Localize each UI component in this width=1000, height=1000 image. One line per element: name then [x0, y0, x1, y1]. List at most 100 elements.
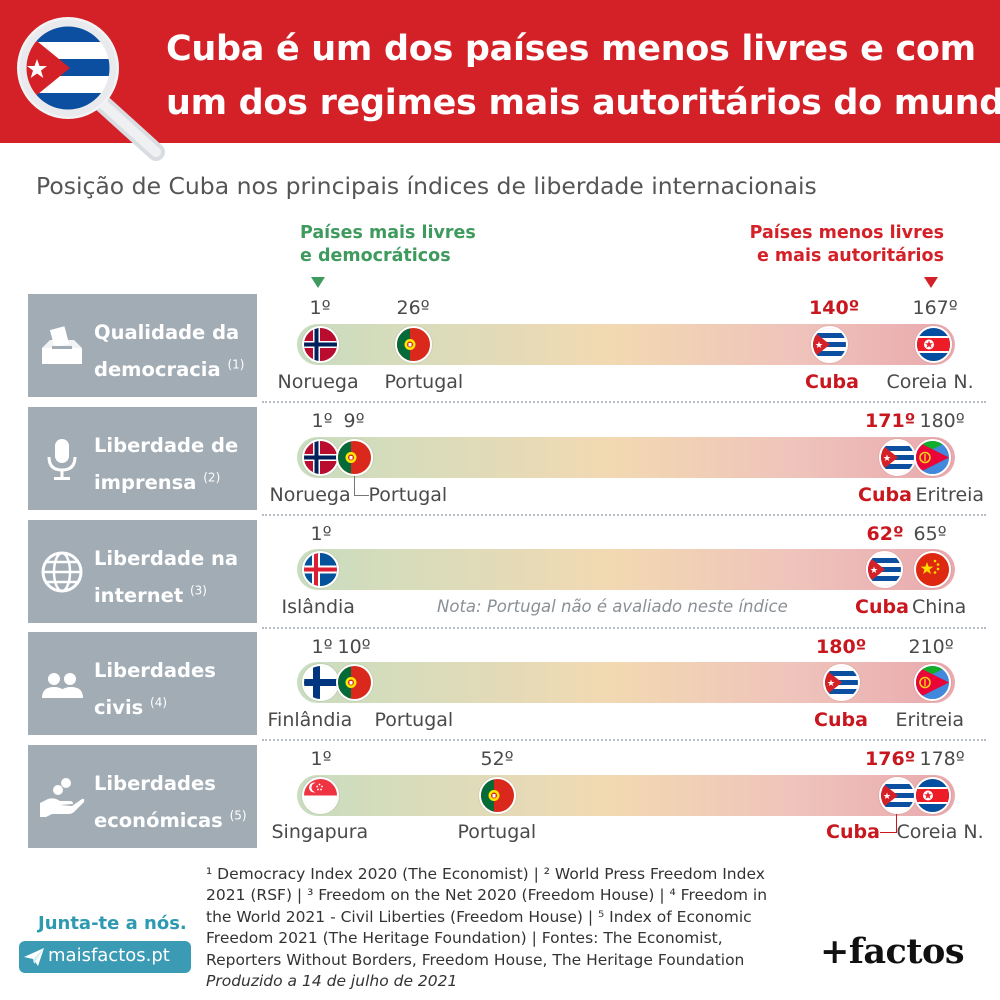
row-label-line-2-text: económicas — [94, 809, 223, 832]
rank-label: 180º — [919, 410, 965, 432]
brand-logo: +factos — [820, 931, 965, 972]
hand-coins-icon — [40, 778, 85, 817]
country-label: Cuba — [826, 821, 880, 843]
portugal-flag-icon — [478, 777, 516, 814]
title-line-1: Cuba é um dos países menos livres e com — [166, 29, 976, 69]
country-label: Noruega — [277, 371, 359, 393]
cuba-flag-icon — [865, 551, 903, 588]
row-separator — [262, 514, 986, 516]
north-korea-flag-icon — [913, 777, 951, 814]
north-korea-flag-icon — [914, 326, 952, 363]
row-label-line-2: imprensa (2) — [94, 464, 238, 501]
red-arrow-icon — [924, 277, 938, 288]
rank-label: 176º — [865, 748, 916, 770]
country-label: China — [912, 596, 967, 618]
rank-label: 10º — [337, 636, 371, 658]
country-label: Finlândia — [267, 709, 353, 731]
site-link-button[interactable]: maisfactos.pt — [19, 941, 191, 973]
country-label: Islândia — [281, 596, 355, 618]
produced-date: Produzido a 14 de julho de 2021 — [206, 972, 458, 991]
row-label-box: Liberdades económicas (5) — [28, 745, 257, 848]
rank-label: 1º — [310, 748, 332, 770]
people-icon — [42, 673, 83, 698]
microphone-icon — [47, 439, 77, 480]
country-label: Coreia N. — [886, 371, 974, 393]
row-label-box: Qualidade da democracia (1) — [28, 294, 257, 397]
cuba-flag-icon — [810, 326, 848, 363]
note-reference: (1) — [227, 357, 245, 372]
country-label: Eritreia — [895, 709, 965, 731]
portugal-flag-icon — [335, 664, 373, 701]
rank-label: 52º — [480, 748, 514, 770]
eritrea-flag-icon — [913, 664, 951, 701]
row-label-text: Liberdades civis (4) — [94, 652, 216, 726]
country-label: Portugal — [374, 709, 454, 731]
country-label: Singapura — [271, 821, 369, 843]
country-label: Portugal — [384, 371, 464, 393]
leader-line — [354, 475, 369, 496]
rank-label: 62º — [866, 523, 904, 545]
title-line-2: um dos regimes mais autoritários do mund… — [166, 83, 1000, 123]
join-us-text: Junta-te a nós. — [38, 913, 187, 934]
cuba-flag-icon — [822, 664, 860, 701]
note-reference: (5) — [229, 808, 247, 823]
rank-label: 65º — [913, 523, 947, 545]
green-arrow-icon — [311, 277, 325, 288]
ballot-box-icon — [42, 326, 82, 364]
rank-label: 1º — [310, 523, 332, 545]
note-reference: (2) — [203, 470, 221, 485]
country-label: Portugal — [368, 484, 448, 506]
row-label-line-1: Liberdade na — [94, 547, 239, 570]
paper-plane-icon — [24, 948, 44, 966]
country-label: Noruega — [269, 484, 351, 506]
rank-label: 140º — [809, 297, 860, 319]
row-label-line-2: internet (3) — [94, 577, 238, 614]
globe-icon — [41, 551, 83, 593]
row-label-text: Liberdade na internet (3) — [94, 540, 238, 614]
leader-line — [880, 813, 897, 833]
country-label: Cuba — [805, 371, 859, 393]
rank-label: 171º — [865, 410, 916, 432]
country-label: Eritreia — [915, 484, 985, 506]
china-flag-icon — [913, 551, 951, 588]
iceland-flag-icon — [301, 551, 339, 588]
row-label-line-2: democracia (1) — [94, 351, 244, 388]
norway-flag-icon — [301, 439, 339, 476]
rank-label: 167º — [912, 297, 958, 319]
row-label-line-2-text: internet — [94, 584, 184, 607]
singapore-flag-icon — [301, 777, 339, 814]
cuba-flag-icon — [878, 777, 916, 814]
country-label: Portugal — [457, 821, 537, 843]
legend-least-free: Países menos livres e mais autoritários — [749, 223, 944, 266]
country-label: Coreia N. — [896, 821, 984, 843]
country-label: Cuba — [814, 709, 868, 731]
row-label-line-1: Qualidade da — [94, 321, 240, 344]
site-link-label: maisfactos.pt — [48, 945, 170, 966]
portugal-flag-icon — [335, 439, 373, 476]
row-label-text: Liberdade de imprensa (2) — [94, 427, 238, 501]
footnotes: ¹ Democracy Index 2020 (The Economist) |… — [206, 865, 768, 991]
legend-most-free: Países mais livres e democráticos — [300, 223, 476, 266]
row-label-line-1: Liberdades — [94, 659, 216, 682]
index-note: Nota: Portugal não é avaliado neste índi… — [437, 597, 788, 616]
gradient-bar — [297, 775, 955, 816]
page-title: Cuba é um dos países menos livres e com … — [166, 22, 1000, 130]
country-label: Cuba — [858, 484, 912, 506]
rank-label: 1º — [311, 410, 333, 432]
rank-label: 1º — [309, 297, 331, 319]
row-separator — [262, 401, 986, 403]
rank-label: 9º — [343, 410, 365, 432]
gradient-bar — [297, 549, 955, 590]
norway-flag-icon — [301, 326, 339, 363]
header-banner: Cuba é um dos países menos livres e com … — [0, 0, 1000, 161]
row-label-line-2-text: imprensa — [94, 471, 197, 494]
row-label-text: Liberdades económicas (5) — [94, 765, 247, 839]
row-label-line-2: civis (4) — [94, 689, 216, 726]
row-label-box: Liberdade de imprensa (2) — [28, 407, 257, 510]
rank-label: 180º — [816, 636, 867, 658]
row-label-line-1: Liberdade de — [94, 434, 239, 457]
row-label-line-2-text: civis — [94, 696, 144, 719]
row-label-box: Liberdade na internet (3) — [28, 520, 257, 623]
portugal-flag-icon — [394, 326, 432, 363]
chart-subtitle: Posição de Cuba nos principais índices d… — [36, 172, 817, 200]
